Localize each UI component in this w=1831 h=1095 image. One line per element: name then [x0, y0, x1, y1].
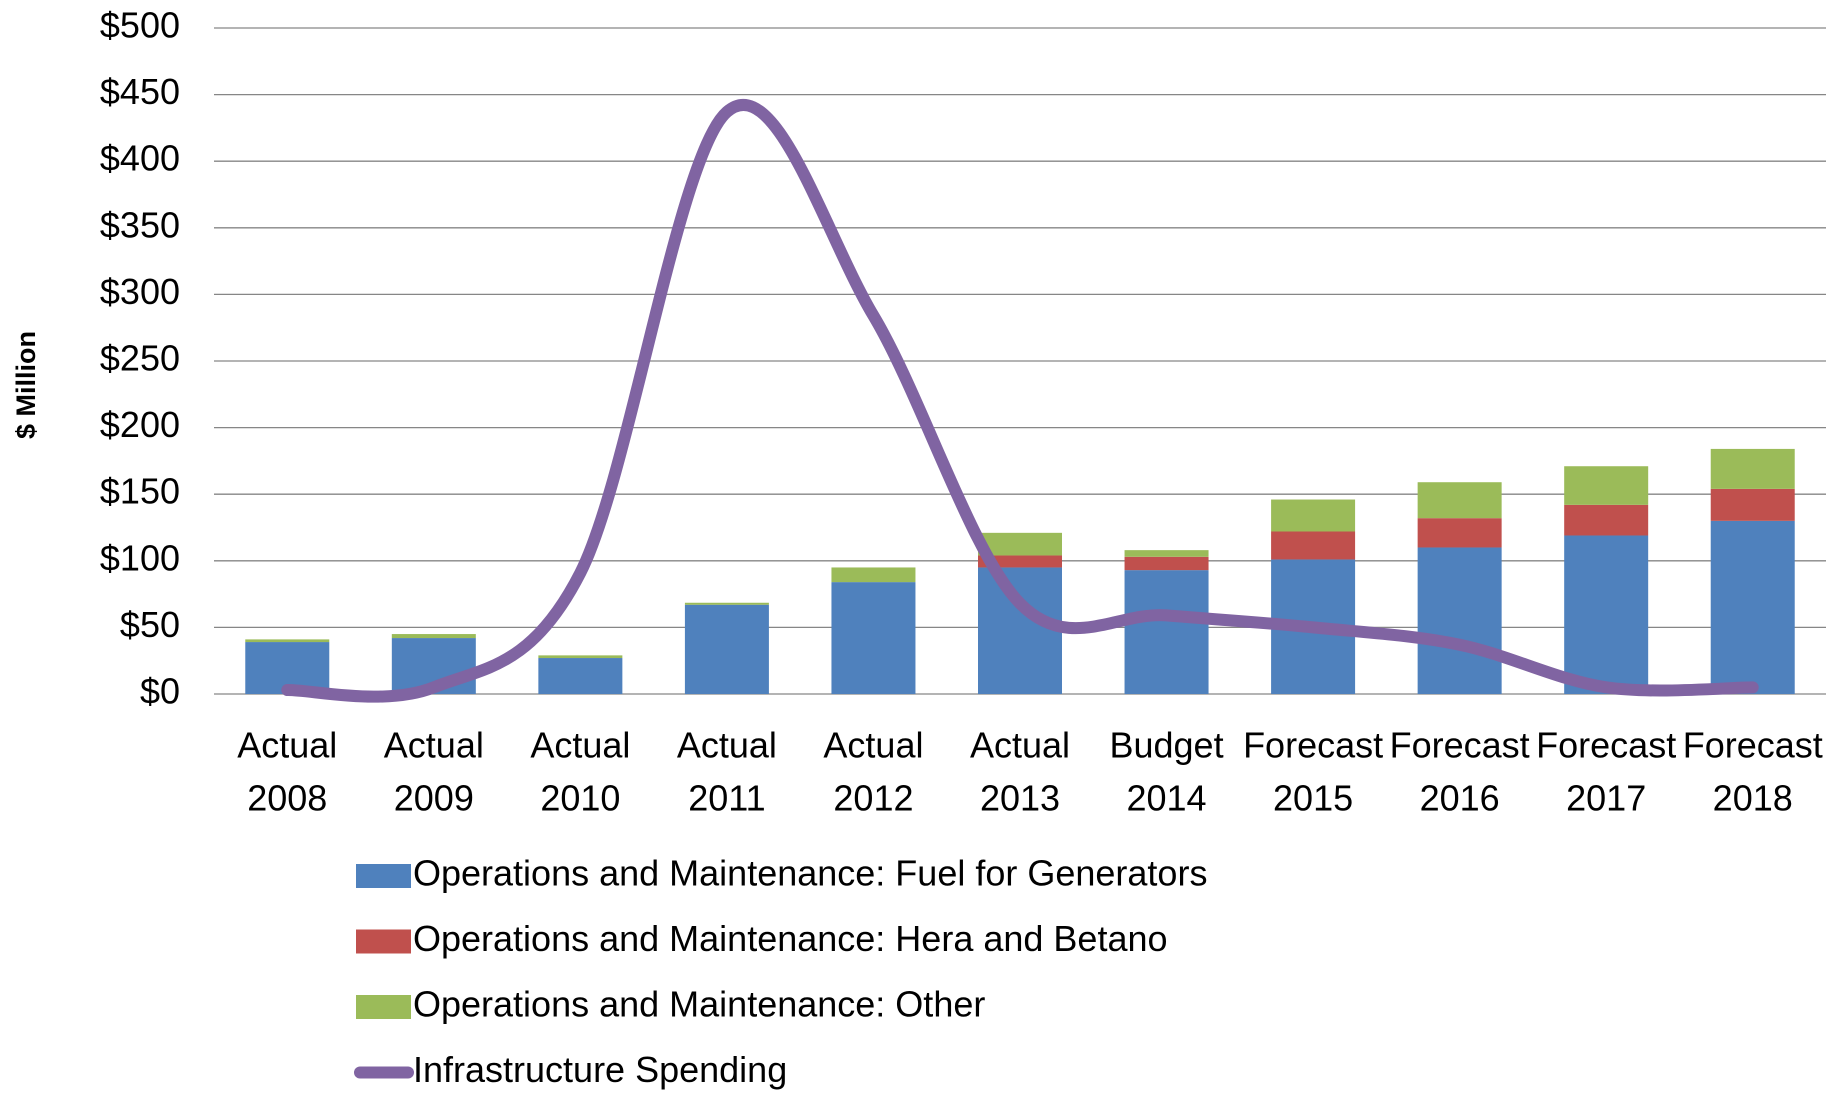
bar-segment [1124, 556, 1209, 571]
x-tick-label: 2008 [247, 778, 327, 819]
bar-segment [538, 658, 623, 694]
x-tick-label: 2013 [980, 778, 1060, 819]
legend-label: Infrastructure Spending [413, 1049, 787, 1090]
bar-segment [1417, 518, 1502, 548]
legend-label: Operations and Maintenance: Fuel for Gen… [413, 853, 1207, 894]
x-tick-label: 2009 [394, 778, 474, 819]
bar-segment [1710, 488, 1795, 521]
y-tick-label: $350 [100, 204, 180, 245]
bar-segment [1564, 504, 1649, 536]
y-tick-label: $300 [100, 271, 180, 312]
y-tick-label: $400 [100, 138, 180, 179]
y-tick-label: $500 [100, 5, 180, 46]
bar-segment [391, 634, 476, 639]
legend-swatch [356, 864, 411, 888]
bar-segment [1271, 531, 1356, 560]
bar-segment [1417, 482, 1502, 519]
x-tick-label: Forecast [1243, 725, 1383, 766]
legend-label: Operations and Maintenance: Other [413, 984, 985, 1025]
x-tick-label: 2017 [1566, 778, 1646, 819]
x-tick-label: Actual [384, 725, 484, 766]
bar-segment [1710, 448, 1795, 489]
bar-segment [684, 602, 769, 605]
bar-segment [1124, 550, 1209, 557]
bar-segment [684, 604, 769, 694]
y-tick-label: $450 [100, 71, 180, 112]
x-tick-label: 2014 [1126, 778, 1206, 819]
x-tick-label: Actual [530, 725, 630, 766]
x-tick-label: Forecast [1390, 725, 1530, 766]
x-tick-label: Actual [677, 725, 777, 766]
line-series [281, 99, 1759, 703]
x-tick-label: Forecast [1683, 725, 1823, 766]
x-tick-label: Actual [237, 725, 337, 766]
bar-segment [538, 655, 623, 659]
bar-segment [1564, 466, 1649, 505]
bar-segment [1124, 570, 1209, 694]
y-tick-label: $250 [100, 338, 180, 379]
legend-swatch [356, 929, 411, 954]
y-tick-label: $50 [120, 604, 180, 645]
bar-segment [978, 532, 1062, 556]
y-axis-title: $ Million [11, 331, 41, 439]
bar-segment [1417, 547, 1502, 694]
x-tick-label: 2011 [688, 778, 765, 819]
x-tick-label: 2016 [1420, 778, 1500, 819]
bar-segment [1710, 520, 1795, 694]
y-tick-label: $100 [100, 537, 180, 578]
bar-segment [978, 567, 1062, 694]
bar-segment [831, 567, 916, 583]
x-tick-label: 2012 [833, 778, 913, 819]
y-tick-label: $0 [140, 671, 180, 712]
bar-segment [831, 582, 916, 694]
x-tick-label: 2015 [1273, 778, 1353, 819]
legend-label: Operations and Maintenance: Hera and Bet… [413, 918, 1168, 959]
x-tick-label: Budget [1109, 725, 1223, 766]
bar-segment [1564, 535, 1649, 694]
x-tick-label: 2010 [540, 778, 620, 819]
y-tick-label: $150 [100, 471, 180, 512]
x-tick-label: 2018 [1713, 778, 1793, 819]
x-tick-label: Forecast [1536, 725, 1676, 766]
y-tick-label: $200 [100, 404, 180, 445]
legend-swatch [356, 995, 411, 1019]
x-tick-label: Actual [970, 725, 1070, 766]
x-tick-label: Actual [823, 725, 923, 766]
bar-segment [245, 639, 330, 643]
bar-segment [1271, 499, 1356, 532]
bar-segment [978, 555, 1062, 568]
